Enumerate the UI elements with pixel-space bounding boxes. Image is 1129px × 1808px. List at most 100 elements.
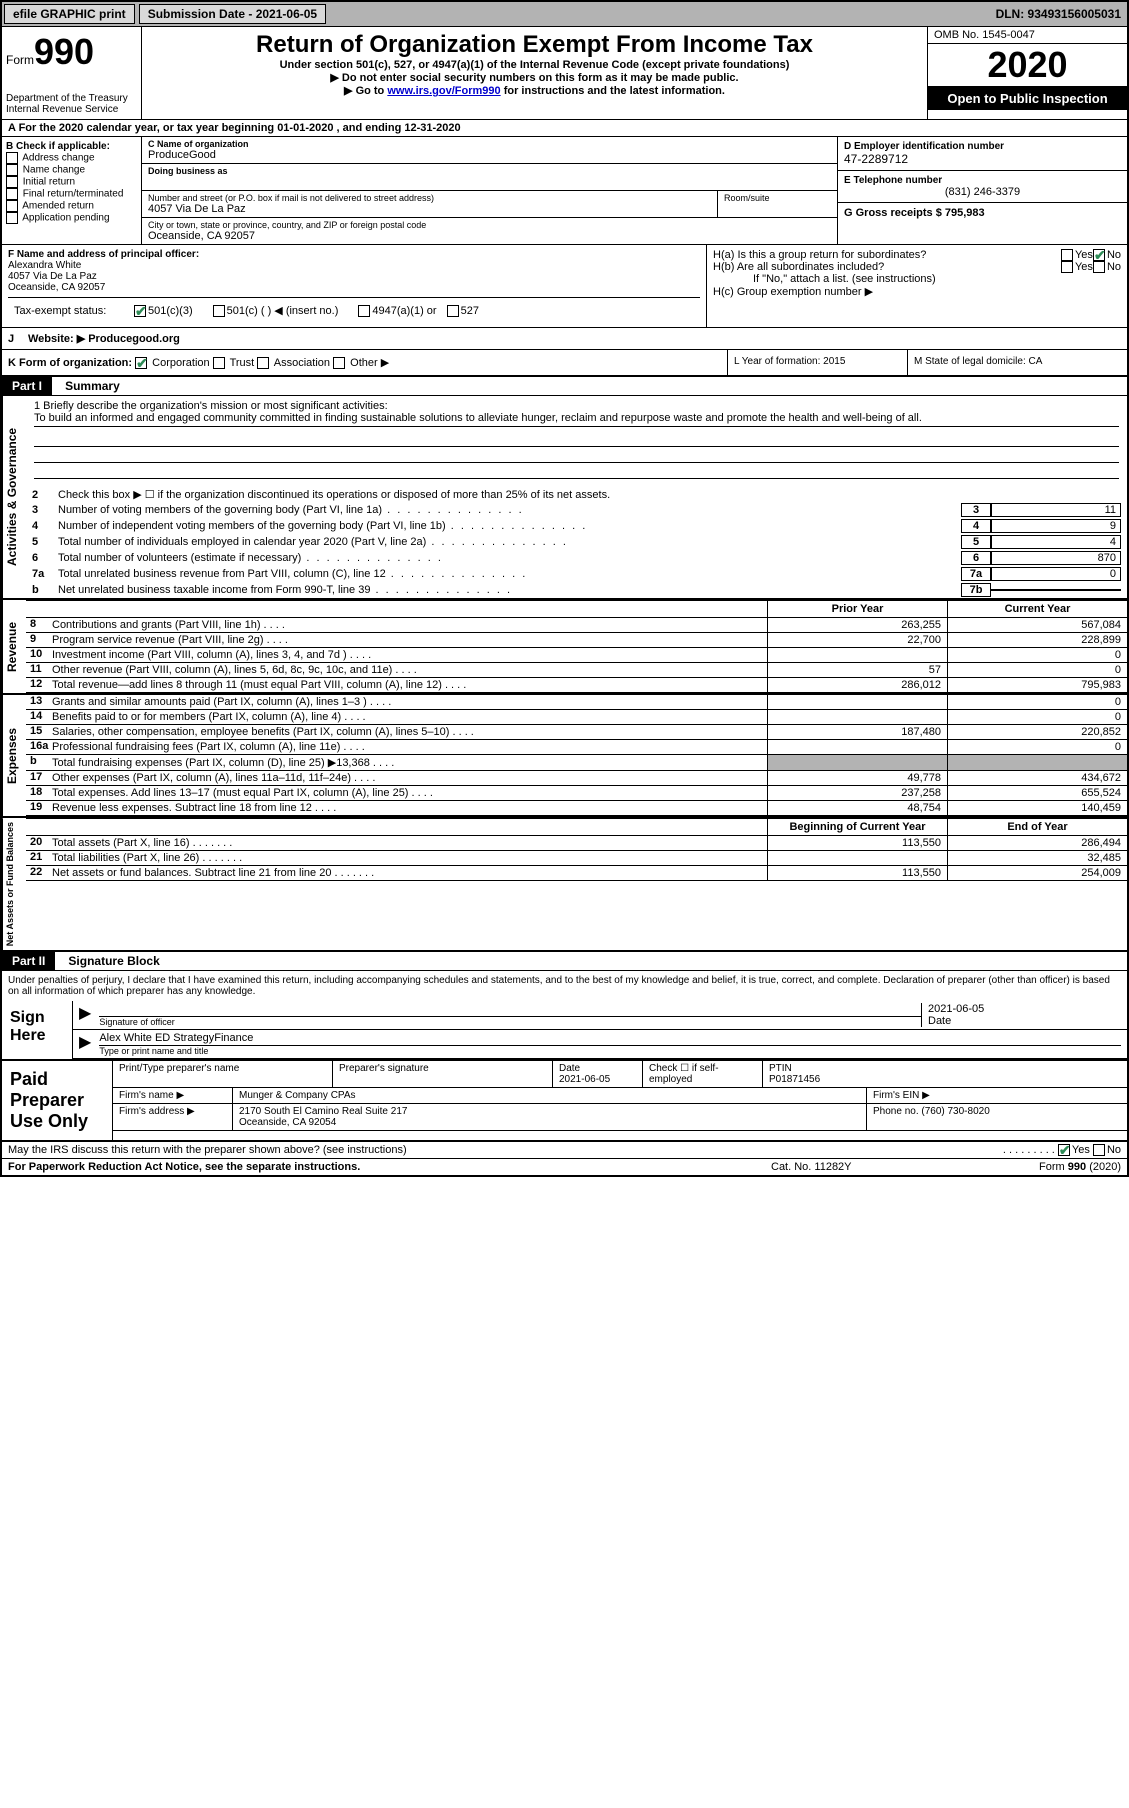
officer-addr2: Oceanside, CA 92057 — [8, 282, 700, 293]
cb-assoc[interactable] — [257, 357, 269, 369]
line-6: 6Total number of volunteers (estimate if… — [26, 550, 1127, 566]
form-title: Return of Organization Exempt From Incom… — [146, 31, 923, 59]
mission-text: To build an informed and engaged communi… — [34, 412, 1119, 427]
line-b: bTotal fundraising expenses (Part IX, co… — [26, 755, 1127, 771]
h-b: H(b) Are all subordinates included? — [713, 261, 1061, 273]
line-9: 9Program service revenue (Part VIII, lin… — [26, 633, 1127, 648]
website[interactable]: Producegood.org — [88, 333, 180, 345]
cb-501c3[interactable] — [134, 305, 146, 317]
cb-ha-yes[interactable] — [1061, 249, 1073, 261]
ptin: P01871456 — [769, 1074, 820, 1085]
cb-amended[interactable] — [6, 200, 18, 212]
part1-header: Part I — [2, 377, 52, 395]
ein: 47-2289712 — [844, 152, 1121, 166]
firm-phone: Phone no. (760) 730-8020 — [867, 1104, 1127, 1130]
form-number: Form990 — [6, 31, 137, 73]
cb-501c[interactable] — [213, 305, 225, 317]
cb-corp[interactable] — [135, 357, 147, 369]
city-state-zip: Oceanside, CA 92057 — [148, 230, 831, 242]
form990-link[interactable]: www.irs.gov/Form990 — [387, 85, 500, 97]
self-employed-check[interactable]: Check ☐ if self-employed — [643, 1061, 763, 1087]
cb-discuss-yes[interactable] — [1058, 1144, 1070, 1156]
year-formation: L Year of formation: 2015 — [727, 350, 907, 375]
efile-button[interactable]: efile GRAPHIC print — [4, 4, 135, 24]
line-19: 19Revenue less expenses. Subtract line 1… — [26, 801, 1127, 816]
name-arrow-icon: ▶ — [79, 1032, 99, 1056]
section-b-checkboxes: B Check if applicable: Address change Na… — [2, 137, 142, 244]
paperwork-notice: For Paperwork Reduction Act Notice, see … — [8, 1161, 771, 1173]
website-label: Website: ▶ — [28, 332, 85, 345]
firm-ein-label: Firm's EIN ▶ — [867, 1088, 1127, 1103]
line-7a: 7aTotal unrelated business revenue from … — [26, 566, 1127, 582]
org-name-label: C Name of organization — [148, 139, 831, 149]
part2-header: Part II — [2, 952, 55, 970]
firm-name-label: Firm's name ▶ — [113, 1088, 233, 1103]
submission-date: Submission Date - 2021-06-05 — [139, 4, 326, 24]
line-11: 11Other revenue (Part VIII, column (A), … — [26, 663, 1127, 678]
officer-addr1: 4057 Via De La Paz — [8, 271, 700, 282]
officer-label: F Name and address of principal officer: — [8, 249, 700, 260]
firm-addr2: Oceanside, CA 92054 — [239, 1117, 336, 1128]
cb-application[interactable] — [6, 212, 18, 224]
h-c: H(c) Group exemption number ▶ — [713, 285, 1121, 298]
sig-officer-label: Signature of officer — [99, 1017, 921, 1027]
discuss-text: May the IRS discuss this return with the… — [8, 1144, 1003, 1156]
cb-other[interactable] — [333, 357, 345, 369]
penalties-text: Under penalties of perjury, I declare th… — [2, 971, 1127, 1001]
subtitle-2: ▶ Do not enter social security numbers o… — [146, 71, 923, 84]
sig-date-label: Date — [928, 1015, 1121, 1027]
line-14: 14Benefits paid to or for members (Part … — [26, 710, 1127, 725]
vert-net: Net Assets or Fund Balances — [2, 818, 26, 950]
subtitle-1: Under section 501(c), 527, or 4947(a)(1)… — [146, 59, 923, 71]
room-suite-label: Room/suite — [717, 191, 837, 217]
tax-status-label: Tax-exempt status: — [14, 305, 134, 317]
h-b-note: If "No," attach a list. (see instruction… — [713, 273, 1121, 285]
omb-number: OMB No. 1545-0047 — [928, 27, 1127, 44]
cb-hb-yes[interactable] — [1061, 261, 1073, 273]
org-name: ProduceGood — [148, 149, 831, 161]
h-a: H(a) Is this a group return for subordin… — [713, 249, 1061, 261]
cb-name-change[interactable] — [6, 164, 18, 176]
line2: Check this box ▶ ☐ if the organization d… — [58, 488, 1121, 501]
cb-discuss-no[interactable] — [1093, 1144, 1105, 1156]
print-name-label: Print/Type preparer's name — [113, 1061, 333, 1087]
cb-trust[interactable] — [213, 357, 225, 369]
cb-hb-no[interactable] — [1093, 261, 1105, 273]
form-footer: Form 990 (2020) — [971, 1161, 1121, 1173]
cb-address-change[interactable] — [6, 152, 18, 164]
department: Department of the Treasury Internal Reve… — [6, 93, 137, 115]
firm-name: Munger & Company CPAs — [233, 1088, 867, 1103]
line-17: 17Other expenses (Part IX, column (A), l… — [26, 771, 1127, 786]
line-21: 21Total liabilities (Part X, line 26) . … — [26, 851, 1127, 866]
cb-4947[interactable] — [358, 305, 370, 317]
sign-arrow-icon: ▶ — [79, 1003, 99, 1027]
mission-label: 1 Briefly describe the organization's mi… — [34, 400, 1119, 412]
topbar: efile GRAPHIC print Submission Date - 20… — [2, 2, 1127, 27]
paid-preparer-label: Paid Preparer Use Only — [2, 1061, 112, 1140]
cb-final-return[interactable] — [6, 188, 18, 200]
part1-title: Summary — [55, 377, 130, 395]
line-5: 5Total number of individuals employed in… — [26, 534, 1127, 550]
begin-year-hdr: Beginning of Current Year — [767, 819, 947, 835]
vert-revenue: Revenue — [2, 600, 26, 693]
line-13: 13Grants and similar amounts paid (Part … — [26, 695, 1127, 710]
current-year-hdr: Current Year — [947, 601, 1127, 617]
tax-year: 2020 — [928, 44, 1127, 87]
end-year-hdr: End of Year — [947, 819, 1127, 835]
open-to-public: Open to Public Inspection — [928, 87, 1127, 110]
line-3: 3Number of voting members of the governi… — [26, 502, 1127, 518]
sig-date: 2021-06-05 — [928, 1003, 1121, 1015]
line-12: 12Total revenue—add lines 8 through 11 (… — [26, 678, 1127, 693]
cb-initial-return[interactable] — [6, 176, 18, 188]
cb-527[interactable] — [447, 305, 459, 317]
telephone: (831) 246-3379 — [844, 186, 1121, 198]
line-20: 20Total assets (Part X, line 16) . . . .… — [26, 836, 1127, 851]
k-label: K Form of organization: — [8, 357, 132, 369]
address: 4057 Via De La Paz — [148, 203, 711, 215]
part2-title: Signature Block — [58, 952, 169, 970]
line-b: bNet unrelated business taxable income f… — [26, 582, 1127, 598]
row-a-tax-year: A For the 2020 calendar year, or tax yea… — [2, 120, 1127, 137]
cb-ha-no[interactable] — [1093, 249, 1105, 261]
line-15: 15Salaries, other compensation, employee… — [26, 725, 1127, 740]
cat-no: Cat. No. 11282Y — [771, 1161, 971, 1173]
